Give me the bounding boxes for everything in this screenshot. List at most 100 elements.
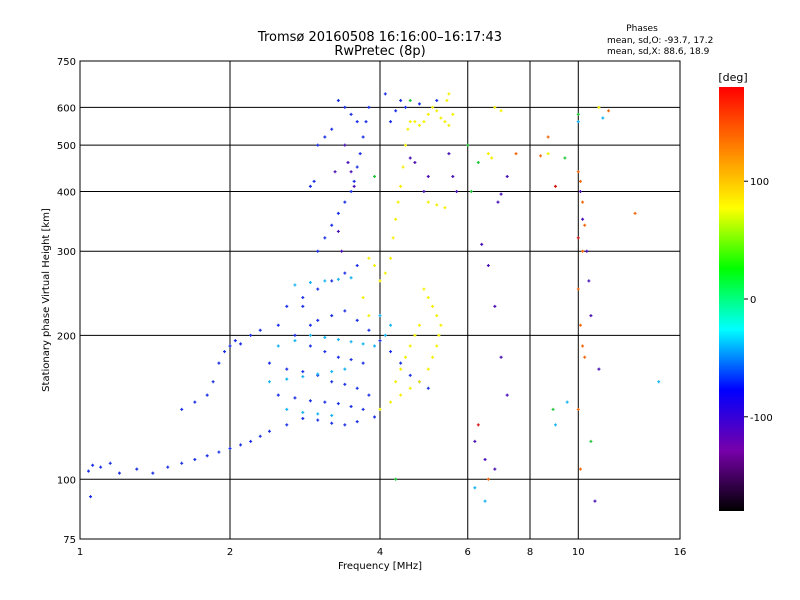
data-point [343,423,347,427]
data-point [431,355,435,359]
colorbar-tick-label: 0 [750,295,756,306]
data-point [581,217,585,221]
data-point [417,380,421,384]
data-point [316,318,320,322]
data-point [293,333,297,337]
data-point [108,461,112,465]
data-point [323,335,327,339]
data-point [330,127,334,131]
data-point [408,344,412,348]
data-point [546,152,550,156]
data-point [576,170,580,174]
data-point [408,156,412,160]
y-axis-label: Stationary phase Virtual Height [km] [41,208,52,392]
data-point [490,156,494,160]
data-point [349,189,353,193]
data-point [451,112,455,116]
data-point [486,152,490,156]
data-point [443,120,447,124]
data-point [583,223,587,227]
data-point [330,279,334,283]
data-point [316,372,320,376]
data-point [408,386,412,390]
data-point [389,256,393,260]
data-point [413,160,417,164]
data-point [285,407,289,411]
data-point [205,393,209,397]
data-point [276,323,280,327]
data-point [349,340,353,344]
data-point [633,211,637,215]
data-point [343,143,347,147]
data-point [343,309,347,313]
data-point [367,314,371,318]
data-point [576,236,580,240]
data-point [355,318,359,322]
data-point [361,135,365,139]
data-point [349,358,353,362]
x-tick-label: 2 [227,547,233,558]
data-point [239,443,243,447]
data-point [267,429,271,433]
data-point [364,120,368,124]
data-point [657,380,661,384]
data-point [546,135,550,139]
data-point [486,477,490,481]
data-point [223,350,227,354]
data-point [378,339,382,343]
data-point [330,421,334,425]
data-point [330,413,334,417]
data-point [86,469,90,473]
x-tick-label: 6 [465,547,471,558]
data-point [258,434,262,438]
data-point [505,393,509,397]
data-point [597,367,601,371]
y-tick-label: 75 [63,535,76,546]
data-point [553,423,557,427]
x-tick-label: 16 [674,547,687,558]
data-point [435,99,439,103]
data-point [426,174,430,178]
data-point [373,415,377,419]
data-point [276,344,280,348]
data-point [413,333,417,337]
data-point [451,174,455,178]
data-point [413,120,417,124]
data-point [422,287,426,291]
data-point [553,184,557,188]
data-point [417,323,421,327]
colorbar [719,87,744,511]
data-point [578,467,582,471]
data-point [389,120,393,124]
data-point [355,420,359,424]
data-point [343,382,347,386]
data-point [578,189,582,193]
data-point [473,439,477,443]
data-point [301,296,305,300]
data-point [323,236,327,240]
data-point [607,109,611,113]
data-point [394,380,398,384]
data-point [180,407,184,411]
data-point [431,304,435,308]
data-point [308,184,312,188]
data-point [228,446,232,450]
y-tick-label: 100 [57,475,76,486]
data-point [426,296,430,300]
data-point [408,99,412,103]
data-point [389,323,393,327]
data-point [343,200,347,204]
data-point [408,373,412,377]
data-point [135,467,139,471]
data-point [308,399,312,403]
x-tick-label: 1 [77,547,83,558]
data-point [399,99,403,103]
data-point [267,380,271,384]
data-point [383,271,387,275]
data-point [496,200,500,204]
data-point [493,105,497,109]
data-point [394,217,398,221]
data-point [378,407,382,411]
data-point [293,283,297,287]
